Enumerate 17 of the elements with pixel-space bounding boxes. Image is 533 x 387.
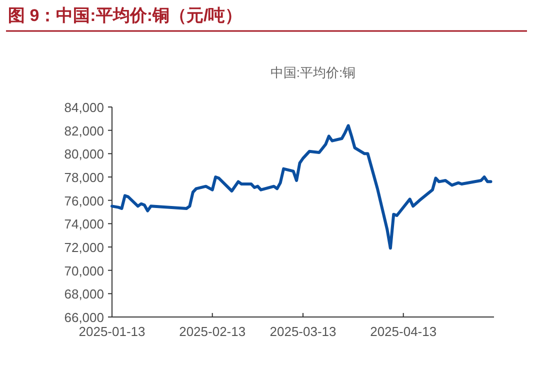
y-tick-label: 80,000 [64, 146, 104, 162]
x-tick-label: 2025-03-13 [270, 324, 336, 339]
y-tick-label: 72,000 [64, 240, 104, 255]
y-tick-label: 74,000 [64, 216, 104, 232]
y-tick-label: 66,000 [64, 310, 104, 325]
y-tick-label: 84,000 [64, 100, 104, 115]
chart-title: 图 9：中国:平均价:铜（元/吨） [8, 6, 242, 25]
x-tick-label: 2025-01-13 [78, 324, 146, 339]
y-tick-label: 68,000 [64, 286, 104, 302]
y-tick-label: 70,000 [64, 263, 104, 278]
y-tick-label: 78,000 [64, 170, 104, 185]
y-tick-label: 82,000 [64, 123, 104, 138]
line-series [110, 124, 492, 250]
chart-subtitle: 中国:平均价:铜 [270, 65, 356, 80]
x-tick-label: 2025-04-13 [370, 324, 437, 339]
y-tick-label: 76,000 [64, 193, 104, 208]
x-tick-label: 2025-02-13 [179, 324, 246, 339]
